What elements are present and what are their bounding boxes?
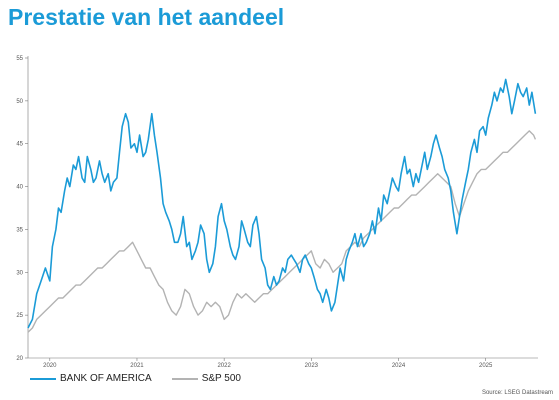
y-tick-label: 30 (16, 270, 23, 276)
y-tick-label: 45 (16, 142, 23, 148)
y-tick-label: 55 (16, 56, 23, 62)
legend-item-bac: BANK OF AMERICA (30, 373, 152, 384)
y-tick-label: 50 (16, 99, 23, 105)
y-tick-label: 40 (16, 185, 23, 191)
legend-swatch-bac (30, 377, 56, 380)
x-tick-label: 2022 (217, 363, 231, 369)
source-note: Source: LSEG Datastream (481, 390, 553, 396)
x-tick-label: 2021 (130, 363, 144, 369)
y-tick-label: 20 (16, 356, 23, 362)
legend-swatch-sp500 (171, 377, 198, 380)
x-tick-label: 2025 (479, 363, 493, 369)
series-line-sp500 (27, 130, 537, 333)
legend-item-sp500: S&P 500 (171, 373, 241, 384)
series-line-bank-of-america (27, 78, 537, 329)
chart-legend: BANK OF AMERICA S&P 500 (30, 373, 261, 384)
x-tick-label: 2024 (392, 363, 406, 369)
y-tick-label: 25 (16, 313, 23, 319)
legend-label-sp500: S&P 500 (201, 373, 241, 384)
x-tick-label: 2023 (305, 363, 319, 369)
y-tick-label: 35 (16, 227, 23, 233)
chart-lines (27, 78, 537, 333)
x-tick-label: 2020 (43, 363, 57, 369)
legend-label-bac: BANK OF AMERICA (60, 373, 152, 384)
page-title: Prestatie van het aandeel (8, 4, 285, 30)
